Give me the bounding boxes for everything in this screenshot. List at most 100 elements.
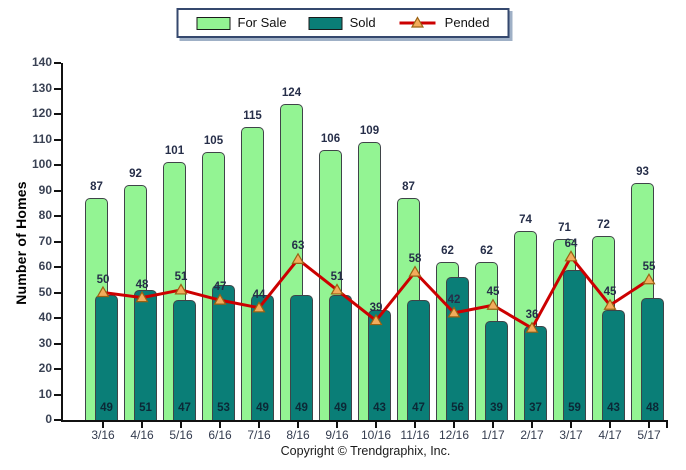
x-axis-tick-label: 11/16 [400, 428, 430, 442]
sold-value-label: 49 [256, 402, 269, 414]
sold-value-label: 48 [646, 402, 659, 414]
y-axis-tick-label: 90 [38, 182, 52, 197]
x-axis-tick-label: 3/17 [559, 428, 583, 442]
pended-value-label: 39 [369, 301, 383, 314]
x-axis-tick [258, 422, 260, 428]
legend-label-pended: Pended [444, 15, 490, 30]
x-axis-tick [219, 422, 221, 428]
forsale-value-label: 62 [480, 244, 493, 257]
y-axis-tick [54, 138, 61, 141]
pended-value-label: 36 [525, 309, 539, 322]
sold-value-label: 51 [139, 402, 152, 414]
x-axis-tick-label: 2/17 [520, 428, 544, 442]
y-axis-tick-label: 60 [38, 259, 52, 273]
y-axis-tick [54, 164, 61, 166]
x-axis-tick-label: 12/16 [438, 428, 470, 442]
x-axis-tick [453, 422, 455, 428]
pended-value-label: 51 [330, 270, 344, 283]
y-axis-tick-label: 120 [31, 106, 52, 120]
sold-value-label: 59 [568, 402, 581, 414]
y-axis-tick [54, 189, 61, 192]
forsale-value-label: 71 [558, 221, 571, 234]
y-axis-tick-label: 10 [38, 386, 52, 401]
x-axis-tick [297, 422, 299, 428]
x-axis-tick-label: 9/16 [325, 428, 349, 442]
y-axis-tick-label: 30 [38, 335, 52, 350]
forsale-value-label: 109 [359, 125, 380, 138]
legend: For Sale Sold Pended [176, 8, 510, 38]
forsale-value-label: 124 [281, 86, 302, 99]
pended-value-label: 58 [408, 253, 422, 266]
y-axis-tick-label: 0 [45, 412, 52, 426]
sold-value-label: 37 [529, 402, 542, 414]
pended-value-label: 47 [213, 281, 227, 294]
sold-bar [563, 269, 586, 420]
legend-item-sold: Sold [308, 15, 376, 31]
forsale-value-label: 72 [597, 219, 610, 232]
forsale-value-label: 105 [203, 135, 224, 148]
x-axis-tick-label: 4/16 [130, 428, 154, 442]
sold-value-label: 43 [607, 402, 620, 414]
y-axis-tick [54, 240, 61, 243]
y-axis-tick-label: 140 [31, 55, 52, 69]
pended-value-label: 48 [135, 278, 149, 291]
sold-value-label: 49 [334, 402, 347, 414]
x-axis-tick-label: 8/16 [286, 428, 310, 442]
sold-value-label: 47 [412, 402, 425, 414]
x-axis-tick [531, 422, 533, 428]
x-axis-tick [336, 422, 338, 428]
y-axis-tick [54, 87, 61, 90]
x-axis-tick-label: 10/16 [360, 428, 392, 442]
sold-value-label: 49 [100, 402, 113, 414]
forsale-value-label: 62 [441, 244, 454, 257]
y-axis-tick [54, 317, 61, 319]
x-axis-tick [414, 422, 416, 428]
sold-value-label: 56 [451, 402, 464, 414]
sold-value-label: 39 [490, 402, 503, 414]
x-axis-tick-label: 6/16 [208, 428, 232, 442]
sold-value-label: 47 [178, 402, 191, 414]
pended-value-label: 55 [642, 260, 656, 273]
x-axis-tick-label: 4/17 [598, 428, 622, 442]
forsale-value-label: 101 [164, 145, 185, 158]
forsale-value-label: 87 [90, 181, 103, 194]
x-axis-tick-label: 5/17 [637, 428, 661, 442]
y-axis-tick-label: 70 [38, 233, 52, 248]
x-axis-tick [141, 422, 143, 428]
x-axis-tick-label: 1/17 [481, 428, 505, 442]
y-axis-tick [54, 113, 61, 115]
forsale-value-label: 92 [129, 168, 142, 181]
pended-value-label: 50 [96, 273, 110, 286]
y-axis-tick-label: 40 [38, 310, 52, 324]
sold-bar [212, 284, 235, 420]
legend-label-for-sale: For Sale [237, 15, 287, 30]
x-axis-tick [375, 422, 377, 428]
forsale-value-label: 106 [320, 132, 341, 145]
pended-value-label: 51 [174, 270, 188, 283]
legend-label-sold: Sold [349, 15, 376, 30]
y-axis-tick-label: 110 [32, 131, 52, 146]
y-axis-tick [54, 342, 61, 345]
legend-item-for-sale: For Sale [196, 15, 287, 31]
y-axis-tick-label: 50 [38, 284, 52, 299]
sold-value-label: 53 [217, 402, 230, 414]
pended-value-label: 63 [291, 240, 305, 253]
forsale-value-label: 115 [243, 109, 262, 122]
sold-value-label: 43 [373, 402, 386, 414]
y-axis-tick-label: 80 [38, 208, 52, 222]
x-axis-tick [180, 422, 182, 428]
x-axis-end-tick [666, 422, 668, 428]
pended-value-label: 44 [252, 288, 266, 301]
y-axis-tick [54, 393, 61, 396]
x-axis-tick [102, 422, 104, 428]
y-axis-tick [54, 62, 61, 64]
legend-item-pended: Pended [398, 15, 490, 31]
pended-line-marker-icon [399, 16, 436, 28]
pended-value-label: 64 [564, 237, 578, 250]
pended-value-label: 42 [447, 293, 461, 306]
x-axis-tick-label: 7/16 [247, 428, 271, 442]
y-axis-tick [54, 368, 61, 370]
x-axis-tick [648, 422, 650, 428]
x-axis-line [61, 420, 668, 422]
